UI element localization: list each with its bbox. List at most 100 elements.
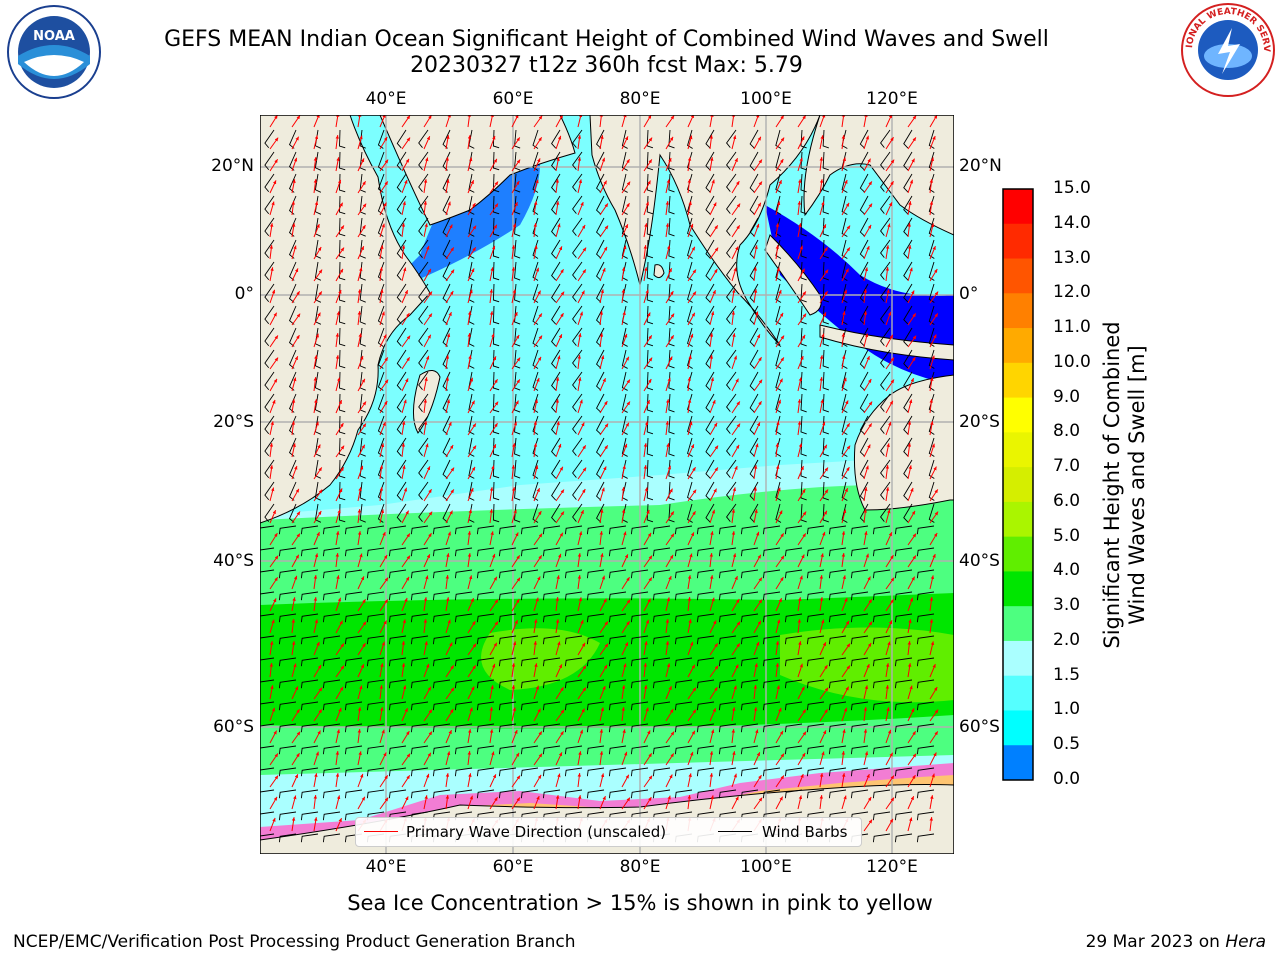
wave-direction-arrow [643, 532, 652, 546]
wind-barb [668, 173, 675, 193]
wind-barb [800, 503, 807, 523]
wave-direction-arrow [489, 465, 495, 480]
colorbar-segment [1003, 258, 1033, 294]
wave-direction-arrow [423, 421, 428, 436]
wind-barb [396, 437, 407, 457]
wave-direction-arrow [775, 289, 782, 304]
wind-barb [468, 393, 475, 413]
land-java-islands [819, 324, 954, 361]
wind-barb [859, 415, 869, 435]
wave-direction-arrow [379, 136, 388, 150]
wind-barb [608, 569, 627, 579]
wave-direction-arrow [291, 533, 301, 546]
wind-barb [359, 283, 366, 303]
wave-direction-arrow [841, 423, 851, 436]
wind-barb [396, 129, 407, 149]
wave-direction-arrow [533, 421, 538, 436]
wave-direction-arrow [841, 400, 849, 414]
wave-direction-arrow [533, 267, 540, 282]
wind-barb [551, 305, 561, 325]
wave-direction-arrow [885, 379, 895, 392]
wave-direction-arrow [269, 378, 278, 392]
wave-direction-arrow [599, 509, 604, 524]
wave-direction-arrow [291, 223, 296, 238]
wind-barb [841, 195, 848, 215]
wave-direction-arrow [489, 289, 494, 304]
wave-direction-arrow [313, 246, 322, 260]
wave-direction-arrow [445, 531, 451, 546]
wind-barb [800, 437, 807, 457]
colorbar-tick-label: 11.0 [1053, 317, 1091, 338]
colorbar-segment [1003, 536, 1033, 572]
wind-barb [586, 569, 605, 579]
wind-barb [687, 437, 693, 457]
wind-barb [668, 217, 675, 237]
wind-barb [646, 239, 654, 259]
wave-direction-arrow [269, 245, 274, 260]
wind-barb [572, 481, 583, 500]
wave-direction-arrow [863, 135, 869, 150]
wave-direction-arrow [357, 224, 366, 238]
wave-direction-arrow [775, 158, 784, 172]
wave-direction-arrow [687, 489, 697, 502]
wave-direction-arrow [863, 158, 871, 172]
wind-barb [841, 415, 848, 435]
wave-direction-arrow [665, 465, 671, 480]
wave-direction-arrow [797, 355, 804, 370]
wave-direction-arrow [489, 245, 496, 260]
wind-barb [646, 305, 654, 325]
wave-direction-arrow [533, 377, 540, 392]
wind-barb [928, 151, 935, 171]
wind-barb [726, 151, 737, 170]
lat-label-right-20n: 20°N [959, 156, 1002, 176]
wind-barb [621, 393, 628, 413]
wave-direction-arrow [313, 312, 321, 326]
wave-direction-arrow [621, 531, 627, 546]
wave-direction-arrow [379, 487, 384, 502]
wind-barb [314, 129, 322, 149]
wind-barb [903, 151, 913, 171]
wind-barb [514, 217, 521, 237]
wave-direction-arrow [269, 421, 274, 436]
wind-barb [492, 239, 500, 259]
wind-barb [687, 283, 693, 303]
wind-barb [674, 525, 693, 535]
wave-direction-arrow [907, 533, 917, 546]
wind-barb [822, 371, 829, 391]
wave-direction-arrow [797, 334, 806, 348]
wave-direction-arrow [379, 267, 384, 282]
wave-direction-arrow [467, 400, 476, 414]
wind-barb [903, 195, 913, 215]
wave-direction-arrow [577, 531, 583, 546]
wave-direction-arrow [335, 509, 341, 524]
wave-direction-arrow [885, 487, 890, 502]
wave-direction-arrow [401, 487, 408, 502]
wave-direction-arrow [841, 268, 849, 282]
wind-barb [646, 393, 654, 413]
wind-barb [775, 371, 782, 391]
lon-label-top-120e: 120°E [866, 89, 918, 109]
colorbar-segment [1003, 362, 1033, 399]
wave-direction-arrow [577, 224, 586, 238]
wind-barb [822, 283, 829, 303]
wind-barb [572, 437, 583, 456]
wave-direction-arrow [401, 115, 411, 128]
wind-barb [396, 349, 407, 369]
wind-barb [880, 503, 891, 522]
wind-barb [551, 217, 561, 237]
wind-barb [762, 547, 781, 557]
wave-direction-arrow [907, 137, 917, 150]
wind-barb [903, 239, 913, 259]
wind-barb [532, 239, 539, 259]
wind-barb [859, 349, 869, 369]
wave-direction-arrow [643, 335, 653, 348]
wind-barb [674, 547, 693, 557]
wind-barb [749, 437, 759, 457]
wind-barb [928, 261, 935, 281]
wind-barb [344, 547, 363, 557]
wave-direction-arrow [819, 290, 828, 304]
footer-host: Hera [1225, 932, 1266, 952]
wave-direction-arrow [445, 179, 450, 194]
wind-barb [532, 173, 539, 193]
wind-barb [314, 195, 322, 215]
